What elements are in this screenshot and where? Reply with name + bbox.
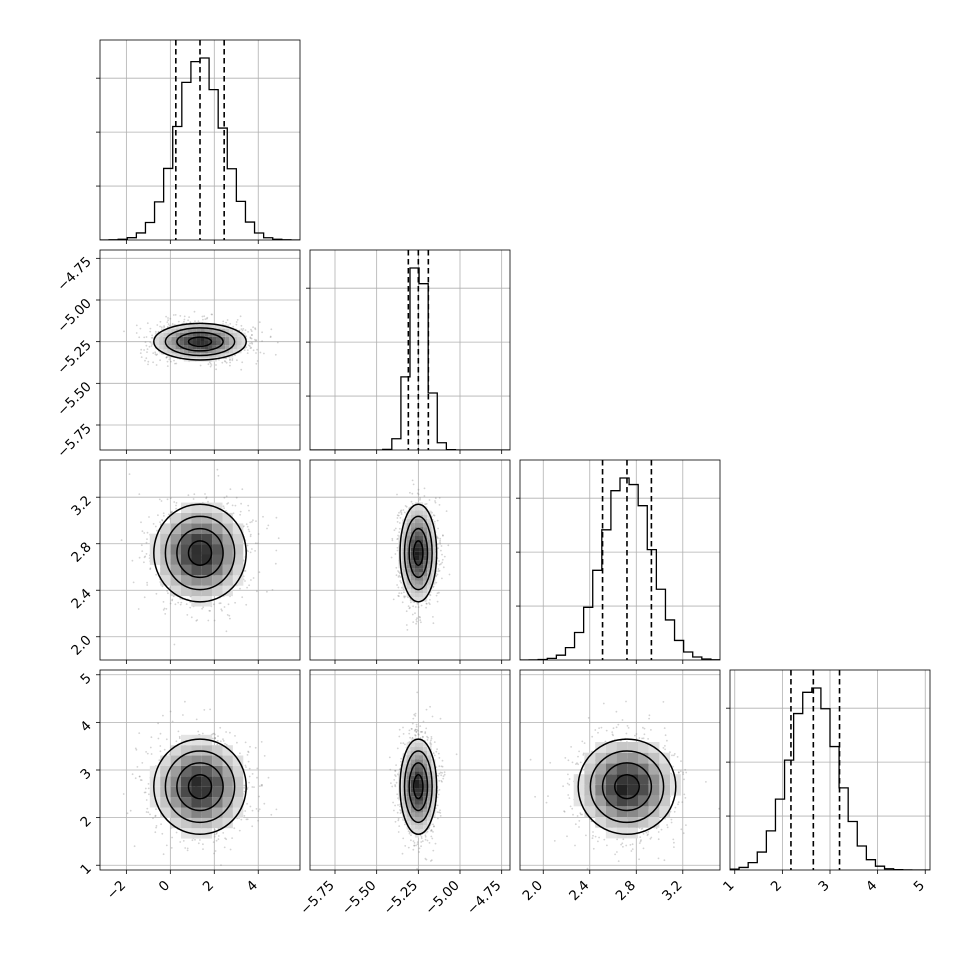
contour-level-3 [399, 738, 438, 836]
panel-frame [309, 459, 511, 661]
y-tick-label: −4.75 [54, 254, 95, 295]
scatter-panel-2-0 [100, 460, 300, 660]
y-tick-label: 2 [77, 813, 94, 830]
contour-level-0 [187, 540, 213, 566]
x-tick-label: 4 [244, 878, 261, 895]
panel-frame [519, 669, 721, 871]
contour-level-2 [589, 750, 665, 824]
contour-level-2 [164, 515, 236, 591]
contour-level-0 [187, 774, 213, 800]
panel-frame [519, 459, 721, 661]
histogram-panel-3 [730, 670, 930, 870]
contour-level-1 [408, 762, 429, 812]
contour-level-0 [187, 336, 213, 348]
contour-level-1 [408, 527, 429, 579]
contour-level-2 [164, 750, 236, 824]
contour-level-2 [164, 327, 236, 357]
contour-level-1 [176, 331, 224, 352]
contour-level-1 [176, 527, 224, 579]
y-tick-label: −5.50 [54, 379, 95, 420]
panel-frame [99, 459, 301, 661]
x-tick-label: −2 [104, 878, 129, 903]
x-tick-label: 5 [911, 878, 928, 895]
x-tick-label: 2.8 [613, 878, 640, 905]
panel-frame [309, 669, 511, 871]
contour-level-2 [403, 750, 433, 824]
contour-level-0 [412, 540, 424, 566]
x-tick-label: 2.4 [566, 878, 593, 905]
contour-level-3 [153, 503, 247, 603]
histogram-panel-2 [520, 460, 720, 660]
histogram-step [310, 267, 510, 450]
histogram-step [520, 477, 720, 660]
x-tick-label: −5.50 [339, 878, 380, 919]
y-tick-label: −5.00 [54, 296, 95, 337]
x-tick-label: 4 [863, 878, 880, 895]
x-tick-label: 1 [720, 878, 737, 895]
y-tick-label: 2.8 [68, 539, 95, 566]
scatter-panel-3-0 [100, 670, 300, 870]
y-tick-label: 2.0 [68, 632, 95, 659]
x-tick-label: 2.0 [520, 878, 547, 905]
scatter-panel-3-2 [520, 670, 720, 870]
x-tick-label: −4.75 [464, 878, 505, 919]
y-tick-label: 3 [77, 766, 94, 783]
contour-level-0 [412, 774, 424, 800]
x-tick-label: 0 [156, 878, 173, 895]
y-tick-label: 1 [77, 861, 94, 878]
histogram-panel-0 [100, 40, 300, 240]
scatter-panel-1-0 [100, 250, 300, 450]
contour-level-1 [176, 762, 224, 812]
y-tick-label: 5 [77, 670, 94, 687]
contour-level-1 [601, 762, 653, 812]
contour-level-3 [153, 322, 247, 361]
x-tick-label: 2 [768, 878, 785, 895]
contour-level-2 [403, 515, 433, 591]
y-tick-label: −5.75 [54, 421, 95, 462]
contour-level-3 [153, 738, 247, 836]
y-tick-label: −5.25 [54, 337, 95, 378]
y-tick-label: 4 [77, 718, 94, 735]
x-tick-label: 3 [815, 878, 832, 895]
x-tick-label: −5.25 [381, 878, 422, 919]
x-tick-label: 3.2 [659, 878, 686, 905]
panel-frame [99, 249, 301, 451]
histogram-panel-1 [310, 250, 510, 450]
density-image [149, 734, 244, 839]
scatter-panel-2-1 [310, 460, 510, 660]
x-tick-label: −5.75 [297, 878, 338, 919]
y-tick-label: 3.2 [68, 493, 95, 520]
contour-level-3 [399, 503, 438, 603]
x-tick-label: −5.00 [422, 878, 463, 919]
contour-level-3 [577, 738, 677, 836]
scatter-panel-3-1 [310, 670, 510, 870]
panel-frame [99, 39, 301, 241]
y-tick-label: 2.4 [68, 586, 95, 613]
contour-level-0 [614, 774, 640, 800]
x-tick-label: 2 [200, 878, 217, 895]
panel-frame [309, 249, 511, 451]
